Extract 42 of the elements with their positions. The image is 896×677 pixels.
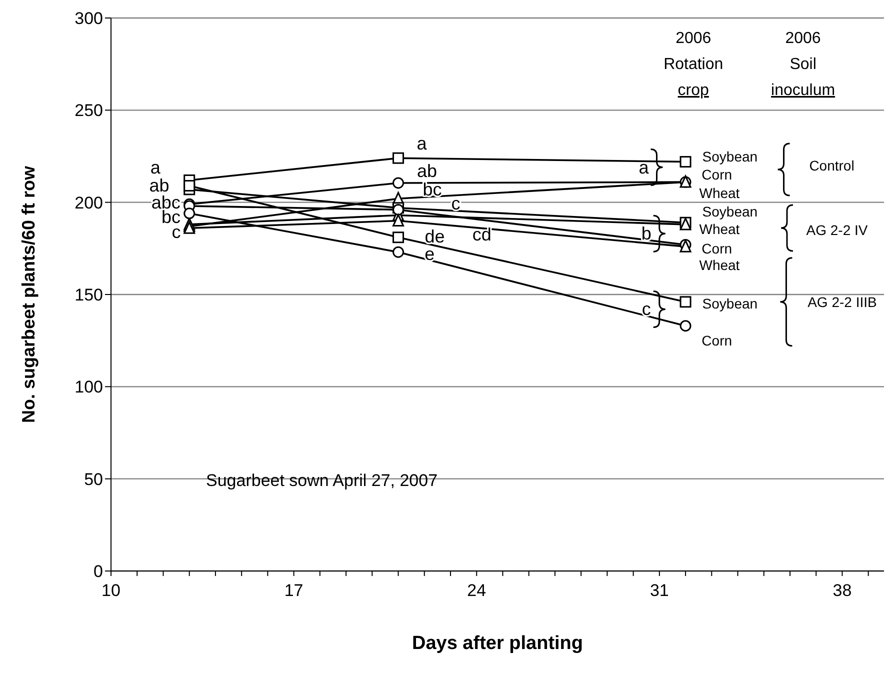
annotation: Sugarbeet sown April 27, 2007	[206, 471, 438, 490]
annotation: 2006 Rotation crop	[664, 30, 724, 99]
annotation: Corn	[702, 240, 732, 256]
annotation: c	[642, 299, 651, 320]
annotation: a	[638, 157, 650, 178]
annotation: Soybean	[702, 148, 758, 164]
annotation: a	[416, 133, 428, 154]
y-tick-label: 0	[94, 562, 103, 582]
annotation: c	[451, 193, 460, 214]
annotation: ab	[416, 160, 438, 181]
y-tick-label: 300	[74, 9, 103, 28]
y-tick-label: 150	[74, 286, 103, 305]
annotation: 2006 Soil inoculum	[771, 30, 836, 99]
annotation: Wheat	[699, 185, 740, 202]
annotation: Soybean	[702, 296, 758, 312]
annotation: a	[150, 157, 162, 178]
x-tick-label: 24	[467, 581, 486, 600]
annotation: bc	[162, 207, 181, 228]
y-tick-label: 50	[84, 470, 103, 489]
annotation: Soybean	[702, 204, 758, 220]
x-tick-label: 10	[102, 581, 120, 600]
x-tick-label: 31	[650, 581, 669, 600]
y-tick-label: 200	[74, 193, 103, 212]
y-axis-title: No. sugarbeet plants/60 ft row	[18, 164, 38, 424]
x-axis-title: Days after planting	[412, 633, 584, 654]
annotation: AG 2-2 IIIB	[808, 294, 877, 310]
annotation: bc	[422, 179, 442, 200]
annotation: b	[641, 224, 652, 244]
y-tick-label: 100	[74, 378, 103, 397]
x-tick-label: 17	[284, 581, 304, 600]
annotation: Control	[809, 157, 854, 174]
annotation: ab	[149, 176, 170, 196]
x-tick-label: 38	[832, 581, 852, 600]
annotation: AG 2-2 IV	[806, 222, 868, 238]
annotation: cd	[472, 224, 492, 245]
annotation: Corn	[702, 332, 732, 349]
annotation: de	[424, 226, 445, 246]
annotation: Wheat	[699, 257, 740, 274]
annotation: Corn	[702, 166, 732, 183]
annotation: e	[424, 244, 435, 264]
annotation: Wheat	[699, 221, 740, 238]
y-tick-label: 250	[74, 101, 103, 120]
